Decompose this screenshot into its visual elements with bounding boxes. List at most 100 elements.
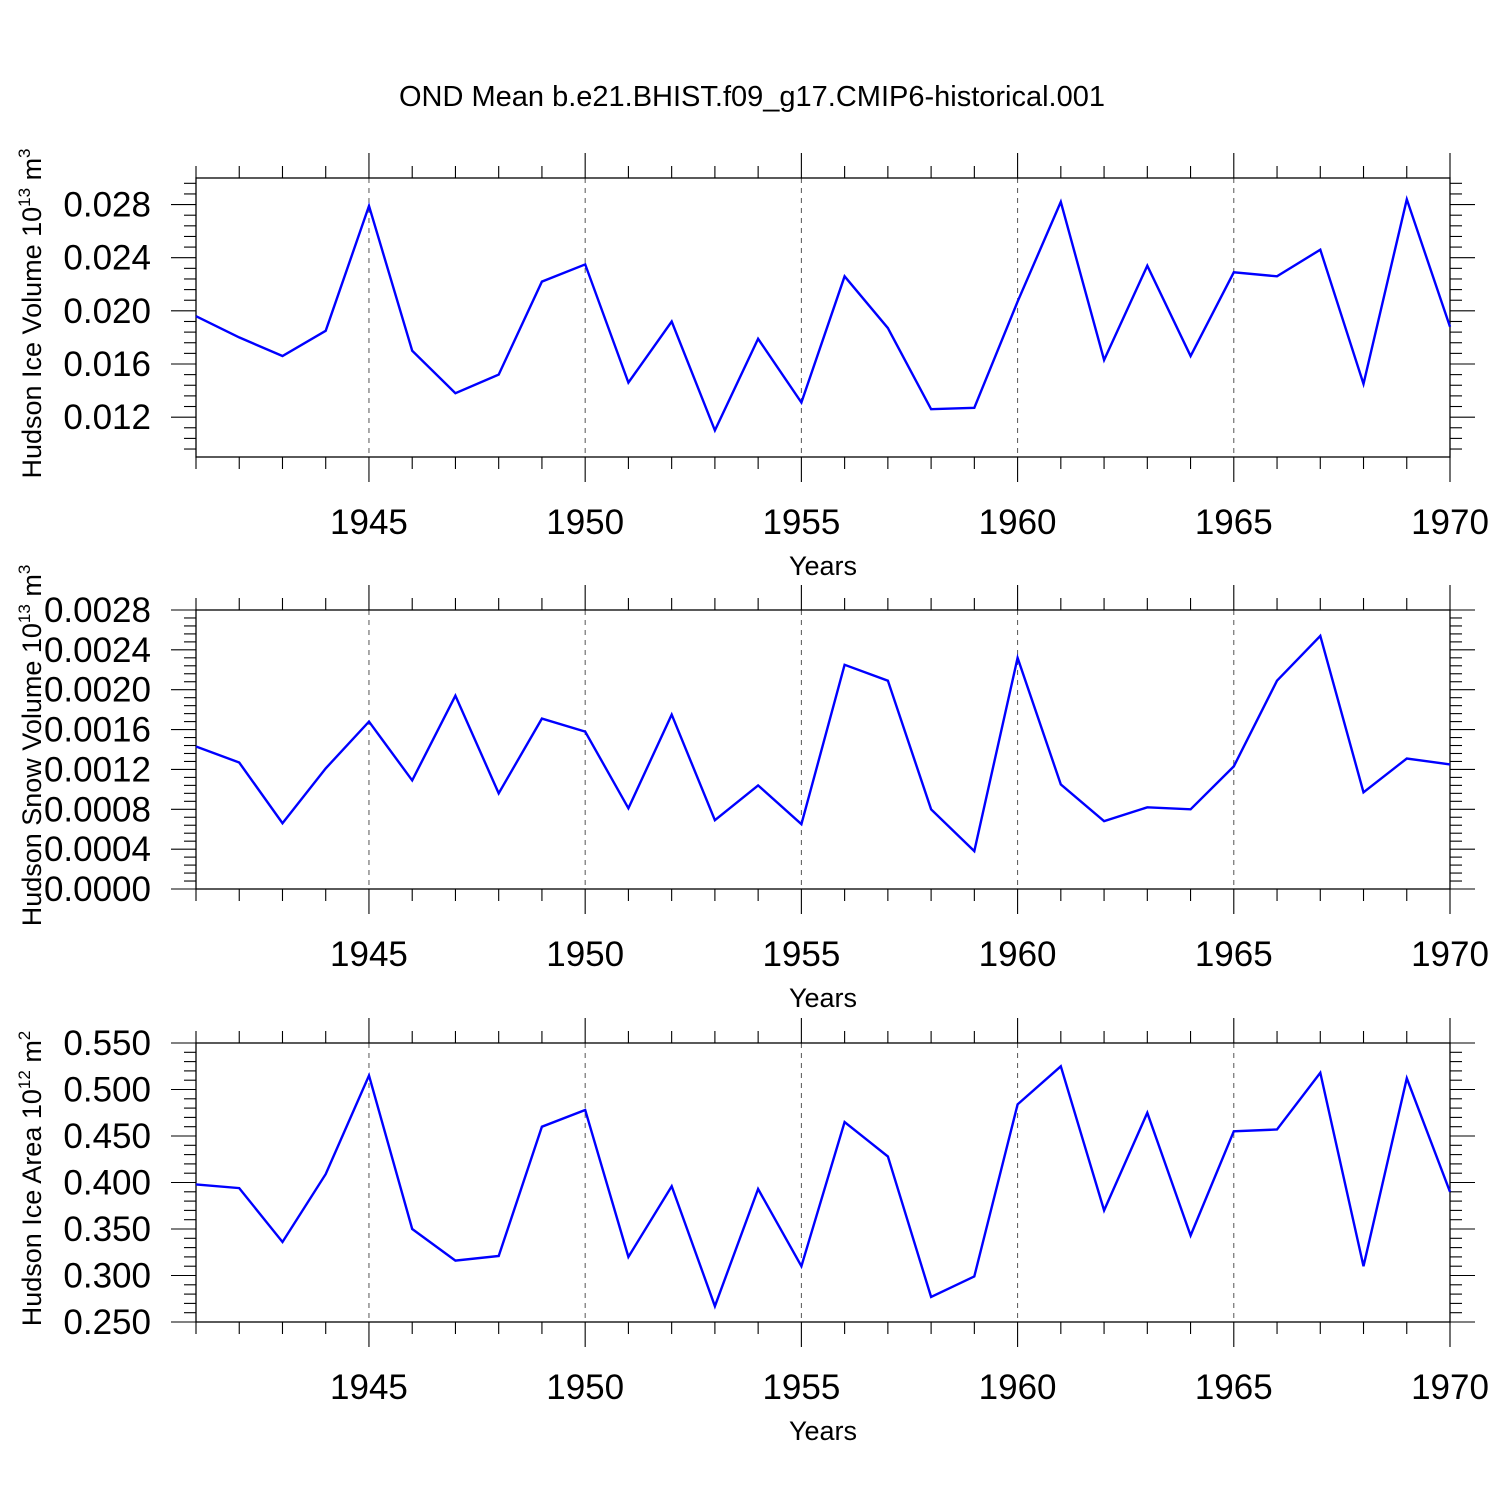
- plot-frame: [195, 177, 1451, 458]
- data-point: [324, 766, 328, 770]
- data-point: [843, 274, 847, 278]
- data-point: [1145, 805, 1149, 809]
- data-point: [1318, 248, 1322, 252]
- data-point: [410, 778, 414, 782]
- x-tick-label: 1955: [762, 1368, 840, 1407]
- data-point: [972, 406, 976, 410]
- data-point: [280, 821, 284, 825]
- panel-2: 0.00000.00040.00080.00120.00160.00200.00…: [15, 565, 1489, 1013]
- y-axis-label-superscript: 3: [15, 148, 34, 157]
- panel-3: 0.250 0.300 0.350 0.400 0.450 0.500 0.550 1945 1…: [15, 1018, 1489, 1446]
- y-tick-label: 0.0028: [44, 591, 151, 630]
- x-tick-label: 1960: [979, 1368, 1057, 1407]
- data-point: [583, 262, 587, 266]
- data-point: [756, 337, 760, 341]
- data-point: [1016, 300, 1020, 304]
- y-axis-label-superscript: 12: [15, 1070, 34, 1089]
- x-tick-label: 1970: [1411, 935, 1489, 974]
- y-tick-label: 0.450: [63, 1117, 151, 1156]
- y-axis-label-text: Hudson Snow Volume 10: [17, 623, 47, 926]
- data-point: [1275, 1127, 1279, 1131]
- y-axis-label: Hudson Snow Volume 1013 m3: [15, 565, 47, 927]
- data-point: [1102, 819, 1106, 823]
- x-tick-label: 1950: [546, 503, 624, 542]
- y-axis-label: Hudson Ice Area 1012 m2: [15, 1031, 47, 1327]
- data-point: [497, 1254, 501, 1258]
- y-tick-label: 0.0004: [44, 830, 151, 869]
- data-point: [1405, 1076, 1409, 1080]
- x-tick-label: 1945: [330, 935, 408, 974]
- data-point: [1275, 679, 1279, 683]
- data-point: [929, 407, 933, 411]
- y-axis-label-text: m: [17, 158, 47, 188]
- y-tick-label: 0.0000: [44, 870, 151, 909]
- x-tick-label: 1950: [546, 935, 624, 974]
- data-point: [1362, 1264, 1366, 1268]
- data-point: [1405, 197, 1409, 201]
- data-point: [1405, 756, 1409, 760]
- data-point: [670, 1184, 674, 1188]
- series-line: [195, 633, 1451, 854]
- panel-1: 0.012 0.016 0.020 0.024 0.028 1945 1950 1955 196…: [15, 148, 1489, 581]
- data-point: [1016, 656, 1020, 660]
- data-point: [1059, 200, 1063, 204]
- data-point: [453, 391, 457, 395]
- data-point: [799, 822, 803, 826]
- y-axis-label-text: m: [17, 574, 47, 604]
- y-tick-label: 0.020: [63, 292, 151, 331]
- y-tick-label: 0.0008: [44, 790, 151, 829]
- data-point: [1145, 264, 1149, 268]
- x-tick-label: 1960: [979, 503, 1057, 542]
- x-tick-label: 1945: [330, 1368, 408, 1407]
- y-tick-label: 0.550: [63, 1024, 151, 1063]
- data-point: [583, 730, 587, 734]
- x-axis-label: Years: [789, 551, 857, 581]
- data-point: [1448, 762, 1452, 766]
- data-point: [583, 1108, 587, 1112]
- data-point: [497, 791, 501, 795]
- y-axis-label-text: Hudson Ice Volume 10: [17, 207, 47, 479]
- y-tick-label: 0.0024: [44, 631, 151, 670]
- data-point: [453, 1259, 457, 1263]
- panels: 0.012 0.016 0.020 0.024 0.028 1945 1950 1955 196…: [15, 148, 1489, 1446]
- data-point: [1059, 782, 1063, 786]
- data-point: [1189, 354, 1193, 358]
- x-axis-label: Years: [789, 1416, 857, 1446]
- y-axis-label-superscript: 2: [15, 1031, 34, 1040]
- data-point: [367, 1074, 371, 1078]
- y-axis-label-text: Hudson Ice Area 10: [17, 1089, 47, 1326]
- y-tick-label: 0.0012: [44, 750, 151, 789]
- y-axis-label: Hudson Ice Volume 1013 m3: [15, 148, 47, 478]
- data-point: [497, 373, 501, 377]
- data-point: [237, 335, 241, 339]
- data-point: [410, 1227, 414, 1231]
- data-point: [799, 1264, 803, 1268]
- x-tick-label: 1970: [1411, 1368, 1489, 1407]
- data-point: [540, 280, 544, 284]
- data-point: [367, 720, 371, 724]
- y-tick-label: 0.400: [63, 1164, 151, 1203]
- data-point: [886, 679, 890, 683]
- data-point: [1232, 764, 1236, 768]
- y-tick-label: 0.500: [63, 1071, 151, 1110]
- x-tick-label: 1960: [979, 935, 1057, 974]
- data-point: [237, 1186, 241, 1190]
- data-point: [1275, 274, 1279, 278]
- data-point: [1189, 1234, 1193, 1238]
- y-axis-label-superscript: 3: [15, 565, 34, 574]
- data-point: [1189, 807, 1193, 811]
- data-point: [670, 713, 674, 717]
- data-point: [972, 849, 976, 853]
- data-point: [324, 329, 328, 333]
- data-point: [626, 1255, 630, 1259]
- data-point: [540, 1125, 544, 1129]
- data-point: [886, 326, 890, 330]
- x-tick-label: 1965: [1195, 935, 1273, 974]
- data-point: [237, 760, 241, 764]
- x-tick-label: 1970: [1411, 503, 1489, 542]
- x-tick-label: 1945: [330, 503, 408, 542]
- data-point: [1232, 1129, 1236, 1133]
- data-point: [367, 204, 371, 208]
- x-tick-label: 1965: [1195, 503, 1273, 542]
